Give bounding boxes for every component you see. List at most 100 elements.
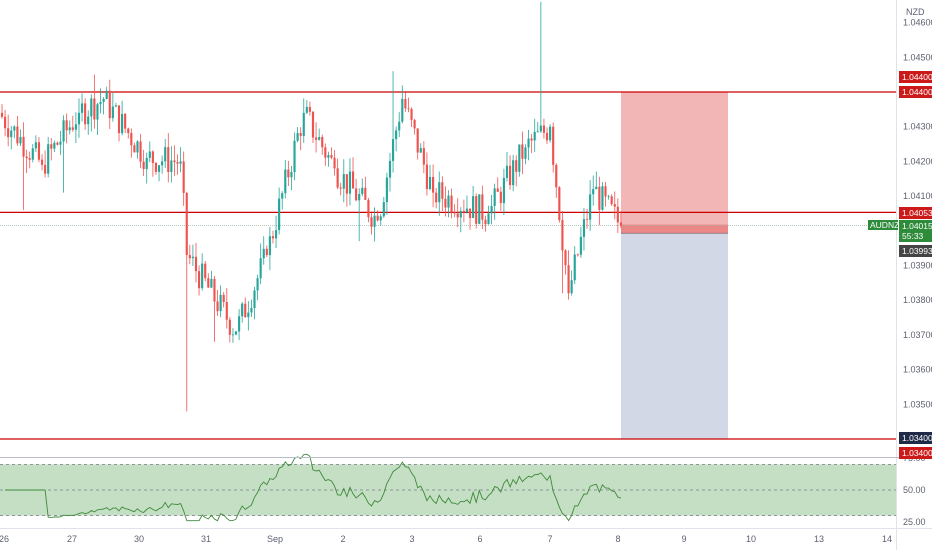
rsi-pane[interactable] [0,453,896,522]
candle[interactable] [108,79,111,130]
candle[interactable] [65,113,68,144]
candle[interactable] [579,226,582,258]
candle[interactable] [133,142,136,153]
candle[interactable] [576,253,579,257]
candle[interactable] [456,198,459,228]
candle[interactable] [127,127,130,139]
candle[interactable] [84,98,87,130]
candle[interactable] [536,121,539,133]
candle[interactable] [358,188,361,242]
candle[interactable] [167,133,170,183]
candle[interactable] [170,146,173,183]
candle[interactable] [194,243,198,283]
candle[interactable] [13,125,16,139]
candle[interactable] [68,120,71,135]
candle[interactable] [256,274,259,301]
candle[interactable] [16,115,19,146]
candle[interactable] [555,163,558,198]
candle[interactable] [114,102,118,108]
candle[interactable] [268,227,271,271]
candle[interactable] [585,208,589,229]
candle[interactable] [601,182,604,211]
candle[interactable] [545,127,549,145]
candle[interactable] [355,178,358,202]
candle[interactable] [508,155,512,190]
candle[interactable] [607,194,610,200]
candle[interactable] [154,161,158,175]
candle[interactable] [299,127,302,151]
candle[interactable] [228,317,231,343]
candle[interactable] [515,155,518,187]
candle[interactable] [432,164,435,208]
candle[interactable] [161,155,164,174]
candle[interactable] [450,188,453,219]
candle[interactable] [401,85,404,124]
candle[interactable] [465,195,469,214]
candle[interactable] [50,137,53,161]
candle[interactable] [333,150,336,176]
candle[interactable] [564,249,567,275]
candle[interactable] [518,144,521,177]
candle[interactable] [336,158,339,190]
candle[interactable] [201,253,204,291]
candle[interactable] [7,114,10,147]
candle[interactable] [351,157,355,189]
candle[interactable] [321,134,324,155]
candle[interactable] [130,128,133,158]
candle[interactable] [598,176,601,226]
candle[interactable] [308,101,311,116]
candle[interactable] [311,111,315,143]
candle[interactable] [376,210,379,222]
candle[interactable] [558,186,561,223]
candle[interactable] [582,208,586,251]
candle[interactable] [74,112,77,144]
candle[interactable] [613,191,616,220]
stop-loss-zone[interactable] [621,92,728,234]
candle[interactable] [425,152,429,196]
candle[interactable] [373,207,376,242]
candle[interactable] [176,154,179,175]
candle[interactable] [441,176,444,212]
candle[interactable] [395,126,398,152]
candle[interactable] [62,115,65,193]
candle[interactable] [573,246,576,285]
candle[interactable] [222,292,225,308]
candle[interactable] [490,194,493,225]
candle[interactable] [549,124,552,143]
candle[interactable] [428,165,432,191]
candle[interactable] [102,96,105,115]
candle[interactable] [447,190,450,218]
candle[interactable] [388,152,392,192]
candle[interactable] [287,160,290,187]
candle[interactable] [77,98,81,138]
candle[interactable] [419,143,422,153]
candle[interactable] [164,138,167,168]
candle[interactable] [151,150,154,177]
candle[interactable] [379,214,382,226]
candle[interactable] [71,115,74,132]
candle[interactable] [619,210,622,229]
candle[interactable] [462,199,465,223]
candle[interactable] [589,180,592,231]
candle[interactable] [521,131,524,175]
candle[interactable] [385,172,388,215]
candle[interactable] [238,309,241,341]
candle[interactable] [145,152,148,184]
candle[interactable] [136,140,139,159]
candle[interactable] [80,93,84,122]
candle[interactable] [191,244,194,266]
candle[interactable] [56,141,59,146]
candle[interactable] [234,331,238,336]
candle[interactable] [253,286,256,320]
candle[interactable] [484,215,487,232]
candle[interactable] [410,107,413,128]
candle[interactable] [478,194,481,225]
candle[interactable] [247,301,250,331]
candle[interactable] [493,183,496,220]
candle[interactable] [468,208,472,230]
candle[interactable] [244,297,247,318]
candle[interactable] [204,260,207,282]
candle[interactable] [216,289,219,316]
candle[interactable] [327,151,330,167]
candle[interactable] [96,102,99,136]
